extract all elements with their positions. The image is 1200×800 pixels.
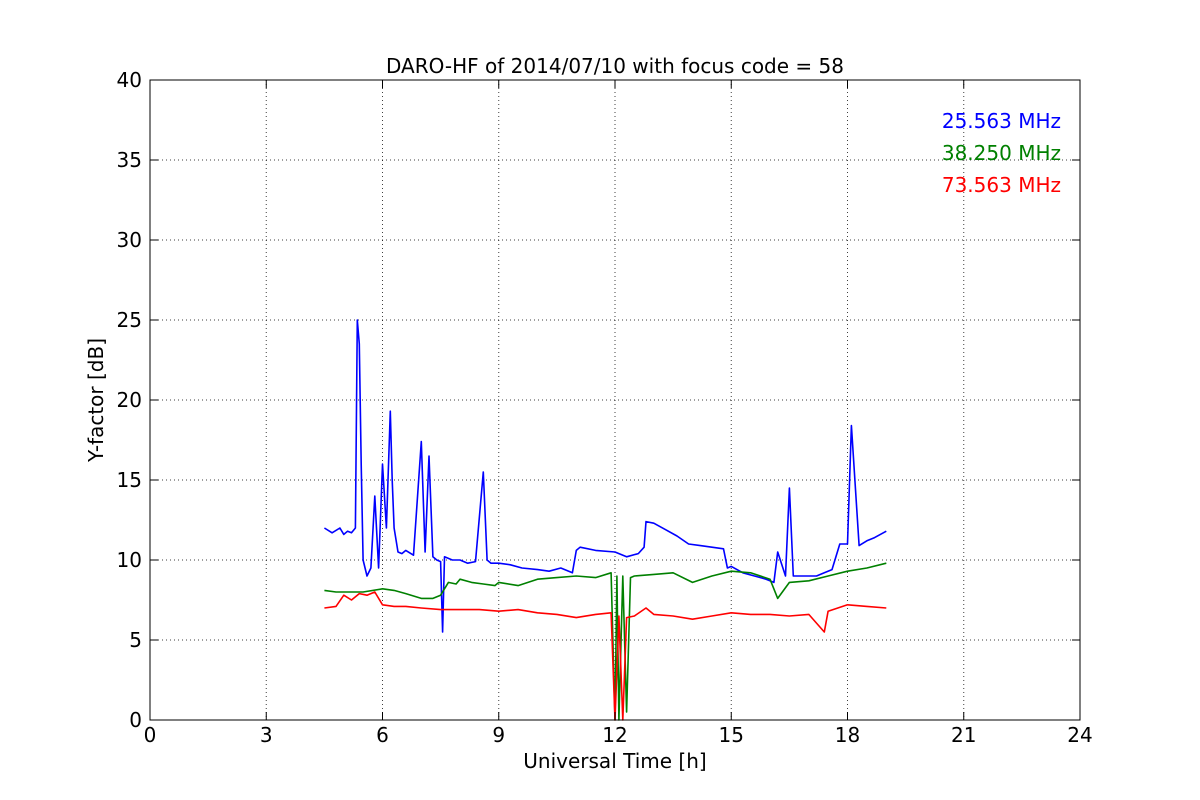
ticks: 0 3 6 9 12 15 18 21 24 0 5 10 15 20 25 30 35 40 — [117, 68, 1093, 747]
x-tick-label: 21 — [951, 723, 976, 747]
y-tick-label: 35 — [117, 148, 142, 172]
y-axis-label: Y-factor [dB] — [84, 338, 108, 463]
series-line-1 — [324, 562, 887, 721]
x-tick-label: 18 — [835, 723, 860, 747]
x-tick-label: 0 — [144, 723, 157, 747]
x-tick-label: 12 — [602, 723, 627, 747]
x-tick-label: 3 — [260, 723, 273, 747]
x-tick-label: 15 — [719, 723, 744, 747]
series-line-2 — [324, 591, 887, 721]
legend-entry-38-250: 38.250 MHz — [942, 141, 1061, 165]
y-tick-label: 0 — [129, 708, 142, 732]
y-tick-label: 20 — [117, 388, 142, 412]
series-line-0 — [323, 319, 887, 633]
legend-entry-25-563: 25.563 MHz — [942, 109, 1061, 133]
y-tick-label: 25 — [117, 308, 142, 332]
x-tick-label: 6 — [376, 723, 389, 747]
x-tick-label: 24 — [1067, 723, 1092, 747]
y-tick-label: 15 — [117, 468, 142, 492]
y-tick-label: 30 — [117, 228, 142, 252]
x-axis-label: Universal Time [h] — [523, 749, 706, 773]
legend-entry-73-563: 73.563 MHz — [942, 173, 1061, 197]
y-tick-label: 5 — [129, 628, 142, 652]
legend: 25.563 MHz 38.250 MHz 73.563 MHz — [942, 109, 1061, 197]
grid — [150, 80, 1080, 720]
chart-title: DARO-HF of 2014/07/10 with focus code = … — [386, 54, 844, 78]
x-tick-label: 9 — [492, 723, 505, 747]
y-tick-label: 40 — [117, 68, 142, 92]
y-tick-label: 10 — [117, 548, 142, 572]
series-layer — [323, 319, 887, 721]
